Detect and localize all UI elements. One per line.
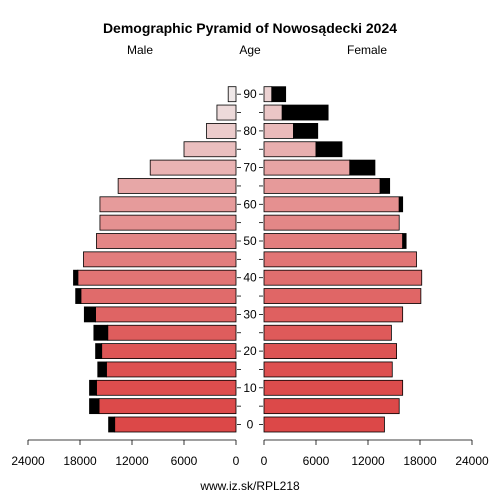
- female-x-axis: 0 6000 12000 18000 24000: [261, 439, 489, 468]
- female-bar: [263, 178, 381, 194]
- female-excess-bar: [315, 141, 343, 158]
- female-excess-bar: [398, 196, 404, 213]
- male-label: Male: [127, 43, 153, 57]
- age-axis: 0 10 20 30 40 50 60 70 80 90: [237, 87, 263, 432]
- male-bar: [216, 104, 237, 121]
- age-label: Age: [239, 43, 261, 57]
- female-bar: [263, 269, 423, 286]
- male-excess-bar: [89, 379, 97, 396]
- axis-tick-label: 18000: [403, 454, 437, 468]
- male-bar: [183, 141, 237, 158]
- male-bar: [117, 178, 237, 194]
- male-x-axis: 0 6000 12000 18000 24000: [11, 439, 240, 468]
- male-bar: [99, 214, 237, 231]
- female-bar: [263, 86, 273, 103]
- male-excess-bar: [83, 306, 97, 323]
- male-bar: [106, 361, 237, 378]
- female-label: Female: [347, 43, 387, 57]
- age-tick-label: 90: [243, 87, 257, 101]
- axis-tick-label: 24000: [455, 454, 489, 468]
- female-excess-bar: [379, 178, 391, 194]
- female-excess-bar: [402, 233, 407, 249]
- axis-tick-label: 12000: [351, 454, 385, 468]
- female-bar: [263, 141, 317, 158]
- female-excess-bar: [281, 104, 329, 121]
- female-bar: [263, 343, 398, 360]
- male-bar: [99, 196, 237, 213]
- male-excess-bar: [73, 269, 79, 286]
- male-excess-bar: [75, 288, 82, 304]
- female-bar: [263, 251, 417, 268]
- female-bar: [263, 379, 404, 396]
- male-excess-bar: [97, 361, 107, 378]
- female-bar: [263, 361, 393, 378]
- female-bar: [263, 196, 400, 213]
- male-bar: [95, 306, 237, 323]
- male-bar: [96, 379, 237, 396]
- female-bar: [263, 416, 385, 433]
- female-excess-bar: [349, 159, 376, 176]
- axis-tick-label: 0: [233, 454, 240, 468]
- female-bar: [263, 306, 404, 323]
- chart-title: Demographic Pyramid of Nowosądecki 2024: [103, 20, 397, 36]
- male-bar: [227, 86, 237, 103]
- male-excess-bar: [95, 343, 103, 360]
- male-bar: [107, 324, 237, 341]
- female-bar: [263, 159, 351, 176]
- female-bar: [263, 324, 392, 341]
- male-bar: [101, 343, 237, 360]
- male-bar: [80, 288, 237, 304]
- female-bar: [263, 398, 400, 415]
- male-bars: [73, 86, 237, 433]
- age-tick-label: 40: [243, 271, 257, 285]
- male-excess-bar: [89, 398, 100, 415]
- axis-tick-label: 0: [261, 454, 268, 468]
- female-bar: [263, 123, 294, 139]
- female-excess-bar: [271, 86, 287, 103]
- male-bar: [96, 233, 237, 249]
- male-bar: [77, 269, 237, 286]
- male-bar: [83, 251, 237, 268]
- female-bar: [263, 288, 422, 304]
- female-bar: [263, 104, 283, 121]
- female-bars: [263, 86, 423, 433]
- male-bar: [98, 398, 237, 415]
- age-tick-label: 70: [243, 161, 257, 175]
- axis-tick-label: 6000: [171, 454, 198, 468]
- male-bar: [149, 159, 237, 176]
- age-tick-label: 60: [243, 197, 257, 211]
- age-tick-label: 0: [247, 418, 254, 432]
- male-excess-bar: [93, 324, 109, 341]
- source-footer: www.iz.sk/RPL218: [199, 479, 300, 493]
- axis-tick-label: 12000: [115, 454, 149, 468]
- male-bar: [114, 416, 237, 433]
- female-bar: [263, 214, 400, 231]
- age-tick-label: 50: [243, 234, 257, 248]
- axis-tick-label: 18000: [63, 454, 97, 468]
- axis-tick-label: 24000: [11, 454, 45, 468]
- female-excess-bar: [293, 123, 319, 139]
- age-tick-label: 30: [243, 307, 257, 321]
- axis-tick-label: 6000: [303, 454, 330, 468]
- male-bar: [206, 123, 237, 139]
- female-bar: [263, 233, 404, 249]
- male-excess-bar: [108, 416, 116, 433]
- age-tick-label: 80: [243, 124, 257, 138]
- age-tick-label: 10: [243, 381, 257, 395]
- age-tick-label: 20: [243, 344, 257, 358]
